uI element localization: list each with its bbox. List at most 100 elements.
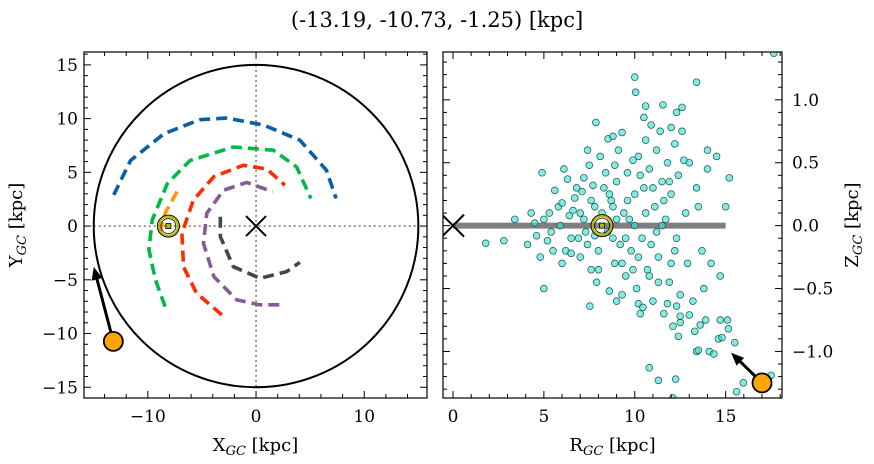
plot-area: [91, 63, 420, 389]
star-point: [654, 376, 663, 385]
sun-marker: [156, 214, 180, 238]
star-point: [551, 186, 559, 195]
star-point: [660, 309, 668, 318]
star-point: [616, 240, 624, 249]
star-point: [580, 174, 588, 182]
star-point: [531, 219, 539, 227]
x-tick-label: 10: [353, 407, 375, 427]
arrow-head: [91, 266, 103, 281]
star-point: [678, 103, 686, 112]
star-point: [681, 209, 690, 217]
star-point: [665, 278, 674, 286]
axes-frame: [83, 51, 428, 399]
star-point: [558, 199, 566, 207]
star-point: [739, 379, 748, 387]
y-axis-label: YGC [kpc]: [6, 183, 30, 269]
star-point: [701, 316, 710, 324]
ticks: [84, 52, 427, 399]
star-point: [618, 128, 626, 137]
sun-ring: [591, 215, 613, 237]
y-tick-label: 5: [67, 163, 78, 183]
star-point: [647, 240, 655, 249]
star-point: [523, 240, 532, 249]
star-point: [567, 249, 575, 258]
star-point: [671, 375, 680, 383]
star-point: [576, 209, 584, 217]
star-point: [678, 127, 686, 136]
spiral-arm-orange: [156, 190, 179, 238]
star-point: [674, 171, 683, 180]
star-point: [672, 302, 681, 310]
star-point: [636, 171, 644, 180]
star-point: [594, 247, 603, 255]
star-point: [645, 165, 654, 173]
star-point: [669, 322, 677, 331]
star-point: [591, 203, 599, 211]
star-point: [692, 78, 701, 86]
star-point: [672, 234, 681, 242]
sun-marker: [590, 214, 614, 238]
figure-title: (-13.19, -10.73, -1.25) [kpc]: [291, 8, 583, 32]
star-point: [511, 215, 519, 224]
star-point: [571, 194, 579, 202]
star-point: [651, 203, 659, 211]
star-point: [621, 272, 630, 280]
star-point: [638, 234, 646, 242]
star-point: [640, 184, 648, 192]
star-point: [631, 88, 640, 97]
y-tick-label: 1.0: [792, 91, 819, 111]
star-point: [629, 265, 637, 274]
star-point: [623, 169, 632, 177]
star-point: [540, 215, 548, 224]
xy-plane-panel: −10 0 10 −15 −10 −5 0 5 10 15 XGC [kpc] YGC [kpc]: [6, 51, 428, 459]
star-point: [547, 228, 555, 236]
y-tick-label: −1.0: [792, 342, 833, 362]
star-point: [614, 146, 623, 154]
x-tick-label: 5: [538, 407, 549, 427]
star-point: [600, 184, 608, 192]
star-point: [592, 118, 600, 127]
star-point: [580, 215, 588, 224]
star-point: [567, 234, 575, 242]
star-point: [654, 278, 663, 286]
galactic-center-x-marker: [245, 215, 267, 237]
star-point: [627, 247, 635, 255]
star-point: [611, 259, 619, 268]
star-point: [700, 284, 708, 293]
direction-arrow: [95, 278, 115, 342]
y-tick-label: −15: [42, 378, 78, 398]
star-point: [569, 206, 577, 215]
star-point: [645, 272, 654, 280]
star-point: [629, 156, 637, 164]
star-point: [560, 165, 568, 173]
star-point: [696, 321, 704, 329]
star-point: [667, 123, 675, 132]
star-point: [625, 215, 634, 224]
star-point: [587, 196, 595, 205]
star-point: [712, 152, 721, 161]
star-point: [667, 190, 675, 198]
star-point: [609, 203, 617, 211]
y-tick-label: 15: [56, 56, 78, 76]
star-point: [578, 187, 586, 196]
sun-outer-ring: [590, 214, 614, 238]
y-axis-label: ZGC [kpc]: [842, 182, 866, 267]
star-point: [576, 253, 584, 261]
star-point: [683, 259, 692, 268]
sun-outer-ring: [156, 214, 180, 238]
star-point: [612, 177, 621, 186]
star-point: [694, 346, 703, 354]
star-point: [665, 177, 674, 186]
star-point: [723, 316, 732, 324]
star-point: [641, 102, 650, 110]
star-point: [640, 113, 648, 122]
star-point: [639, 303, 647, 312]
star-point: [671, 140, 679, 148]
sun-center: [599, 222, 605, 229]
star-point: [605, 287, 614, 295]
star-point: [660, 196, 668, 205]
star-point: [545, 209, 554, 217]
star-point: [623, 196, 632, 205]
star-point: [661, 215, 670, 224]
star-point: [596, 152, 604, 161]
